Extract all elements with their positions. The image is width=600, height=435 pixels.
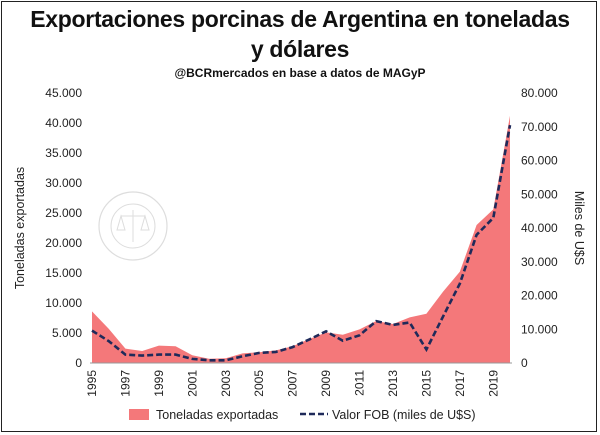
y-right-tick-label: 40.000	[521, 221, 558, 235]
x-tick-label: 1999	[152, 370, 166, 397]
legend-label-valor-fob: Valor FOB (miles de U$S)	[332, 408, 476, 422]
x-axis-ticks: 1995 1997 1999 2001 2003 2005 2007 2009 2011 2013…	[85, 370, 500, 397]
y-right-tick-label: 0	[521, 356, 528, 370]
y-left-tick-label: 10.000	[45, 296, 82, 310]
left-axis-ticks: 0 5.000 10.000 15.000 20.000 25.000 30.000 35.0…	[45, 86, 82, 370]
y-right-tick-label: 70.000	[521, 120, 558, 134]
y-left-tick-label: 30.000	[45, 176, 82, 190]
legend-swatch-toneladas	[129, 409, 149, 420]
x-tick-label: 2017	[453, 370, 467, 397]
y-right-tick-label: 20.000	[521, 289, 558, 303]
legend-label-toneladas: Toneladas exportadas	[156, 408, 278, 422]
chart-subtitle: @BCRmercados en base a datos de MAGyP	[174, 66, 426, 80]
y-axis-right-title: Miles de U$S	[572, 191, 586, 265]
y-left-tick-label: 15.000	[45, 266, 82, 280]
y-left-tick-label: 45.000	[45, 86, 82, 100]
area-series-layer	[92, 115, 510, 363]
y-right-tick-label: 60.000	[521, 154, 558, 168]
y-axis-left-title: Toneladas exportadas	[13, 167, 27, 289]
x-tick-label: 2007	[286, 370, 300, 397]
x-tick-label: 2003	[219, 370, 233, 397]
y-left-tick-label: 25.000	[45, 206, 82, 220]
area-toneladas-exportadas	[92, 115, 510, 363]
x-tick-label: 1997	[118, 370, 132, 397]
x-tick-label: 1995	[85, 370, 99, 397]
watermark-seal	[98, 191, 168, 261]
right-axis-ticks: 0 10.000 20.000 30.000 40.000 50.000 60.000 70.…	[521, 86, 558, 370]
y-left-tick-label: 40.000	[45, 116, 82, 130]
x-tick-label: 2005	[252, 370, 266, 397]
line-series-layer	[91, 124, 512, 362]
y-right-tick-label: 50.000	[521, 187, 558, 201]
y-left-tick-label: 0	[75, 356, 82, 370]
line-valor-fob	[91, 124, 512, 362]
y-left-tick-label: 35.000	[45, 146, 82, 160]
legend: Toneladas exportadas Valor FOB (miles de…	[129, 408, 476, 422]
x-tick-label: 2011	[353, 370, 367, 396]
y-right-tick-label: 30.000	[521, 255, 558, 269]
x-tick-label: 2015	[419, 370, 433, 397]
y-right-tick-label: 80.000	[521, 86, 558, 100]
y-left-tick-label: 20.000	[45, 236, 82, 250]
chart-title-line-1: Exportaciones porcinas de Argentina en t…	[30, 6, 570, 32]
y-right-tick-label: 10.000	[521, 322, 558, 336]
x-tick-label: 2009	[319, 370, 333, 397]
x-tick-label: 2019	[486, 370, 500, 397]
x-tick-label: 2001	[185, 370, 199, 397]
chart-title-line-2: y dólares	[250, 36, 350, 62]
x-tick-label: 2013	[386, 370, 400, 397]
y-left-tick-label: 5.000	[52, 326, 82, 340]
